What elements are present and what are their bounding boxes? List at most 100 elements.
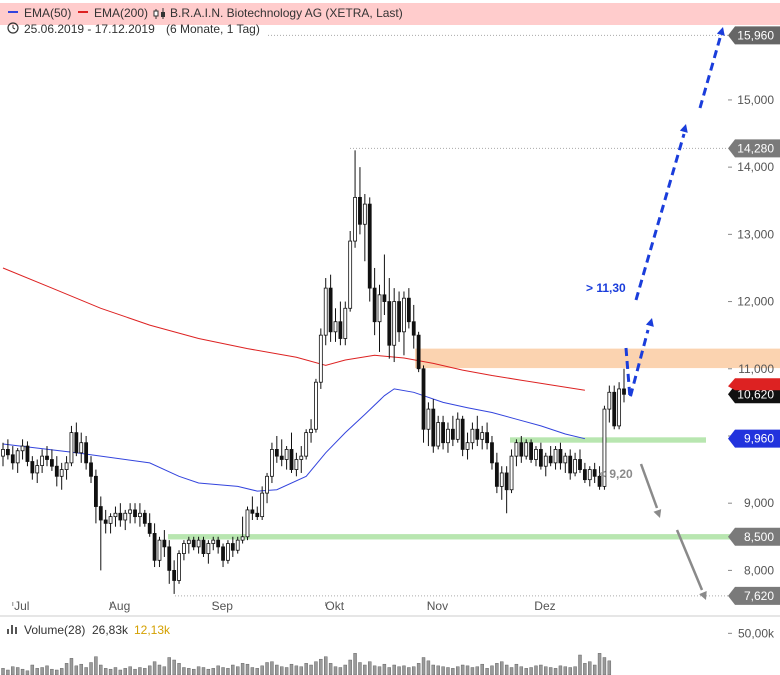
price-badge: 8,500 — [728, 527, 780, 546]
candle-body — [20, 445, 25, 452]
volume-bar — [588, 661, 592, 675]
candle — [49, 449, 54, 471]
candle-body — [79, 442, 84, 454]
legend-ema50-label: EMA(50) — [24, 6, 71, 20]
candle-body — [59, 469, 64, 477]
candle — [406, 288, 411, 329]
candle-body — [328, 287, 333, 333]
candle — [84, 435, 89, 470]
zones-layer — [168, 348, 780, 540]
volume-bar — [260, 665, 264, 675]
candle — [524, 439, 529, 460]
volume-bar — [387, 667, 391, 675]
candle-body — [617, 388, 622, 427]
volume-bar — [524, 668, 528, 675]
candlestick-icon — [153, 8, 165, 19]
candle-body — [446, 428, 450, 444]
candle — [328, 274, 333, 342]
candle — [221, 543, 225, 568]
candle-body — [450, 428, 455, 440]
volume-bar — [485, 668, 489, 675]
volume-bar — [573, 666, 577, 675]
legend-ema200[interactable]: EMA(200) — [78, 6, 148, 20]
volume-bar — [138, 667, 142, 675]
volume-bar — [500, 661, 504, 675]
candle — [431, 399, 436, 453]
candle-body — [597, 475, 602, 487]
y-tick-label: 13,000 — [737, 227, 774, 241]
volume-bar — [265, 662, 269, 675]
candle-body — [186, 539, 191, 544]
ema200-swatch — [78, 11, 88, 13]
candle-body — [177, 553, 181, 581]
volume-bar — [348, 659, 352, 675]
candle — [274, 435, 279, 463]
candle-body — [362, 203, 367, 225]
volume-bar — [534, 665, 538, 675]
candle-body — [333, 321, 338, 333]
candle — [289, 432, 294, 473]
annotation-label: < 9,20 — [599, 467, 633, 481]
candle-body — [284, 449, 289, 460]
candle — [167, 540, 172, 584]
candle-body — [485, 432, 489, 444]
candle — [157, 536, 162, 568]
x-tick-label: Aug — [109, 599, 130, 613]
volume-bar — [30, 664, 35, 675]
volume-bar — [353, 653, 357, 675]
y-axis: 8,0009,00010,00011,00012,00013,00014,000… — [0, 93, 780, 617]
candle-body — [543, 455, 548, 467]
candle — [304, 429, 309, 460]
candle-body — [230, 543, 235, 551]
volume-bar — [460, 664, 465, 675]
volume-bar — [99, 664, 103, 675]
volume-bar — [504, 664, 509, 675]
candle — [74, 422, 79, 457]
candle — [294, 452, 299, 477]
arrow-down-1 — [639, 463, 659, 509]
candle — [490, 435, 494, 470]
volume-bar — [338, 667, 343, 675]
x-tick-label: Jul — [14, 599, 29, 613]
candle — [509, 449, 514, 494]
volume-bar — [446, 667, 450, 675]
candle-body — [304, 432, 309, 457]
volume-bar — [490, 665, 494, 675]
y-tick-label: 9,000 — [744, 496, 774, 510]
candle — [397, 291, 401, 342]
y-tick-label: 11,000 — [738, 362, 774, 376]
legend-ema50[interactable]: EMA(50) — [8, 6, 71, 20]
candle-body — [94, 475, 98, 507]
volume-bar — [372, 665, 377, 675]
x-tick-label: Sep — [212, 599, 234, 613]
candle — [118, 503, 123, 527]
volume-bar — [103, 668, 108, 675]
volume-bar — [201, 667, 206, 675]
volume-bar — [304, 663, 308, 675]
candle-body — [602, 408, 607, 487]
volume-bar — [358, 662, 362, 675]
volume-bar — [157, 664, 162, 675]
support-zone — [510, 437, 706, 443]
price-badge: 14,280 — [728, 139, 780, 158]
candle — [338, 301, 343, 346]
candle-body — [490, 442, 494, 464]
volume-bar — [602, 657, 607, 675]
candle — [230, 536, 235, 557]
volume-bar — [94, 656, 98, 675]
candle-body — [592, 469, 597, 477]
candle — [103, 509, 108, 534]
arrow-down-2 — [675, 529, 704, 591]
candle — [59, 462, 64, 490]
volume-icon-bar — [7, 629, 9, 634]
candle — [245, 506, 250, 541]
volume-icon-bar — [11, 625, 13, 634]
volume-bar — [50, 668, 54, 675]
candle — [314, 378, 318, 433]
candle — [318, 328, 323, 389]
volume-bar — [563, 666, 568, 675]
candle — [460, 415, 465, 457]
volume-bar — [592, 664, 597, 675]
candle-body — [411, 321, 416, 336]
